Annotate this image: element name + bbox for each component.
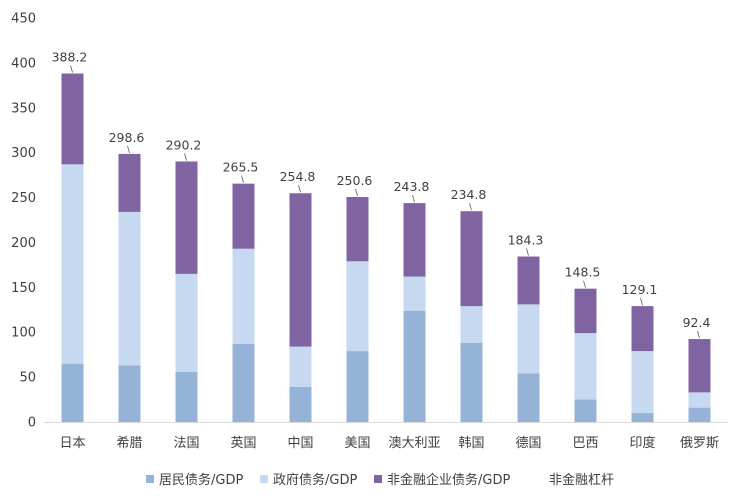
legend-label: 居民债务/GDP — [159, 472, 243, 488]
bar-segment-corporate — [517, 256, 540, 305]
bar-segment-government — [403, 276, 426, 311]
legend-swatch — [146, 475, 154, 483]
legend-label: 政府债务/GDP — [273, 472, 357, 488]
bar-segment-household — [118, 365, 141, 422]
x-category-label: 法国 — [173, 436, 199, 451]
legend-swatch — [536, 475, 544, 483]
x-category-label: 美国 — [344, 436, 370, 451]
y-tick-label: 200 — [11, 236, 36, 251]
bar-segment-corporate — [118, 153, 141, 212]
data-label-leader — [70, 65, 73, 73]
legend-swatch — [260, 475, 268, 483]
data-label-leader — [697, 330, 700, 339]
bar-segment-corporate — [460, 211, 483, 307]
y-tick-label: 250 — [11, 191, 36, 206]
y-tick-label: 0 — [28, 416, 36, 431]
bar-segment-household — [631, 413, 654, 422]
legend-swatch — [374, 475, 382, 483]
total-data-label: 265.5 — [223, 160, 259, 175]
bar-segment-corporate — [175, 161, 198, 274]
bar-segment-government — [61, 164, 84, 364]
bar-segment-corporate — [61, 73, 84, 165]
total-data-label: 148.5 — [565, 265, 601, 280]
bar-segment-government — [517, 304, 540, 374]
total-data-label: 298.6 — [109, 130, 145, 145]
bar-segment-government — [232, 248, 255, 344]
x-category-label: 希腊 — [116, 436, 142, 451]
y-tick-label: 400 — [11, 56, 36, 71]
data-label-leader — [469, 203, 472, 211]
bar-segment-government — [631, 351, 654, 414]
legend-label: 非金融杠杆 — [549, 472, 614, 488]
data-label-leader — [241, 175, 244, 183]
bar-segment-government — [289, 346, 312, 387]
data-label-leader — [184, 153, 187, 161]
bar-segment-government — [460, 306, 483, 343]
x-category-label: 中国 — [287, 436, 313, 451]
total-data-label: 254.8 — [280, 169, 316, 184]
bar-segment-corporate — [289, 193, 312, 347]
bar-segment-corporate — [574, 288, 597, 334]
x-category-label: 巴西 — [572, 436, 598, 451]
total-data-label: 243.8 — [394, 179, 430, 194]
legend-label: 非金融企业债务/GDP — [387, 472, 510, 488]
x-category-label: 俄罗斯 — [680, 436, 719, 451]
data-label-leader — [640, 297, 643, 306]
data-label-leader — [526, 248, 529, 256]
y-tick-label: 300 — [11, 146, 36, 161]
y-tick-label: 100 — [11, 326, 36, 341]
data-label-leader — [355, 188, 358, 197]
bar-segment-government — [175, 273, 198, 372]
total-data-label: 184.3 — [508, 233, 544, 248]
data-label-leader — [583, 280, 586, 288]
x-category-label: 德国 — [515, 436, 541, 451]
total-data-label: 388.2 — [52, 49, 88, 64]
bar-segment-household — [460, 342, 483, 422]
bar-segment-government — [346, 261, 369, 352]
x-category-label: 印度 — [629, 435, 655, 451]
bar-segment-household — [574, 399, 597, 422]
data-label-leader — [412, 195, 415, 203]
total-data-label: 290.2 — [166, 137, 202, 152]
bar-segment-government — [574, 333, 597, 400]
bar-segment-household — [175, 371, 198, 422]
bar-segment-corporate — [403, 203, 426, 277]
bar-segment-corporate — [346, 197, 369, 262]
bar-segment-government — [688, 392, 711, 408]
y-tick-label: 150 — [11, 281, 36, 296]
x-category-label: 日本 — [59, 436, 85, 451]
bar-segment-corporate — [232, 183, 255, 249]
x-category-label: 韩国 — [458, 436, 484, 451]
bar-segment-government — [118, 211, 141, 366]
y-tick-label: 350 — [11, 101, 36, 116]
x-category-label: 英国 — [230, 436, 256, 451]
bar-segment-household — [289, 386, 312, 422]
bar-segment-household — [232, 343, 255, 422]
bar-segment-household — [403, 310, 426, 422]
bar-segment-corporate — [631, 306, 654, 352]
total-data-label: 92.4 — [683, 315, 711, 330]
total-data-label: 234.8 — [451, 187, 487, 202]
bar-segment-household — [346, 351, 369, 422]
y-tick-label: 450 — [11, 12, 36, 27]
bar-segment-corporate — [688, 339, 711, 393]
x-category-label: 澳大利亚 — [388, 435, 440, 451]
y-tick-label: 50 — [19, 371, 36, 386]
bar-segment-household — [688, 407, 711, 422]
data-label-leader — [127, 145, 130, 154]
total-data-label: 129.1 — [622, 282, 658, 297]
bar-segment-household — [61, 363, 84, 422]
total-data-label: 250.6 — [337, 173, 373, 188]
bar-segment-household — [517, 373, 540, 422]
data-label-leader — [298, 185, 301, 193]
